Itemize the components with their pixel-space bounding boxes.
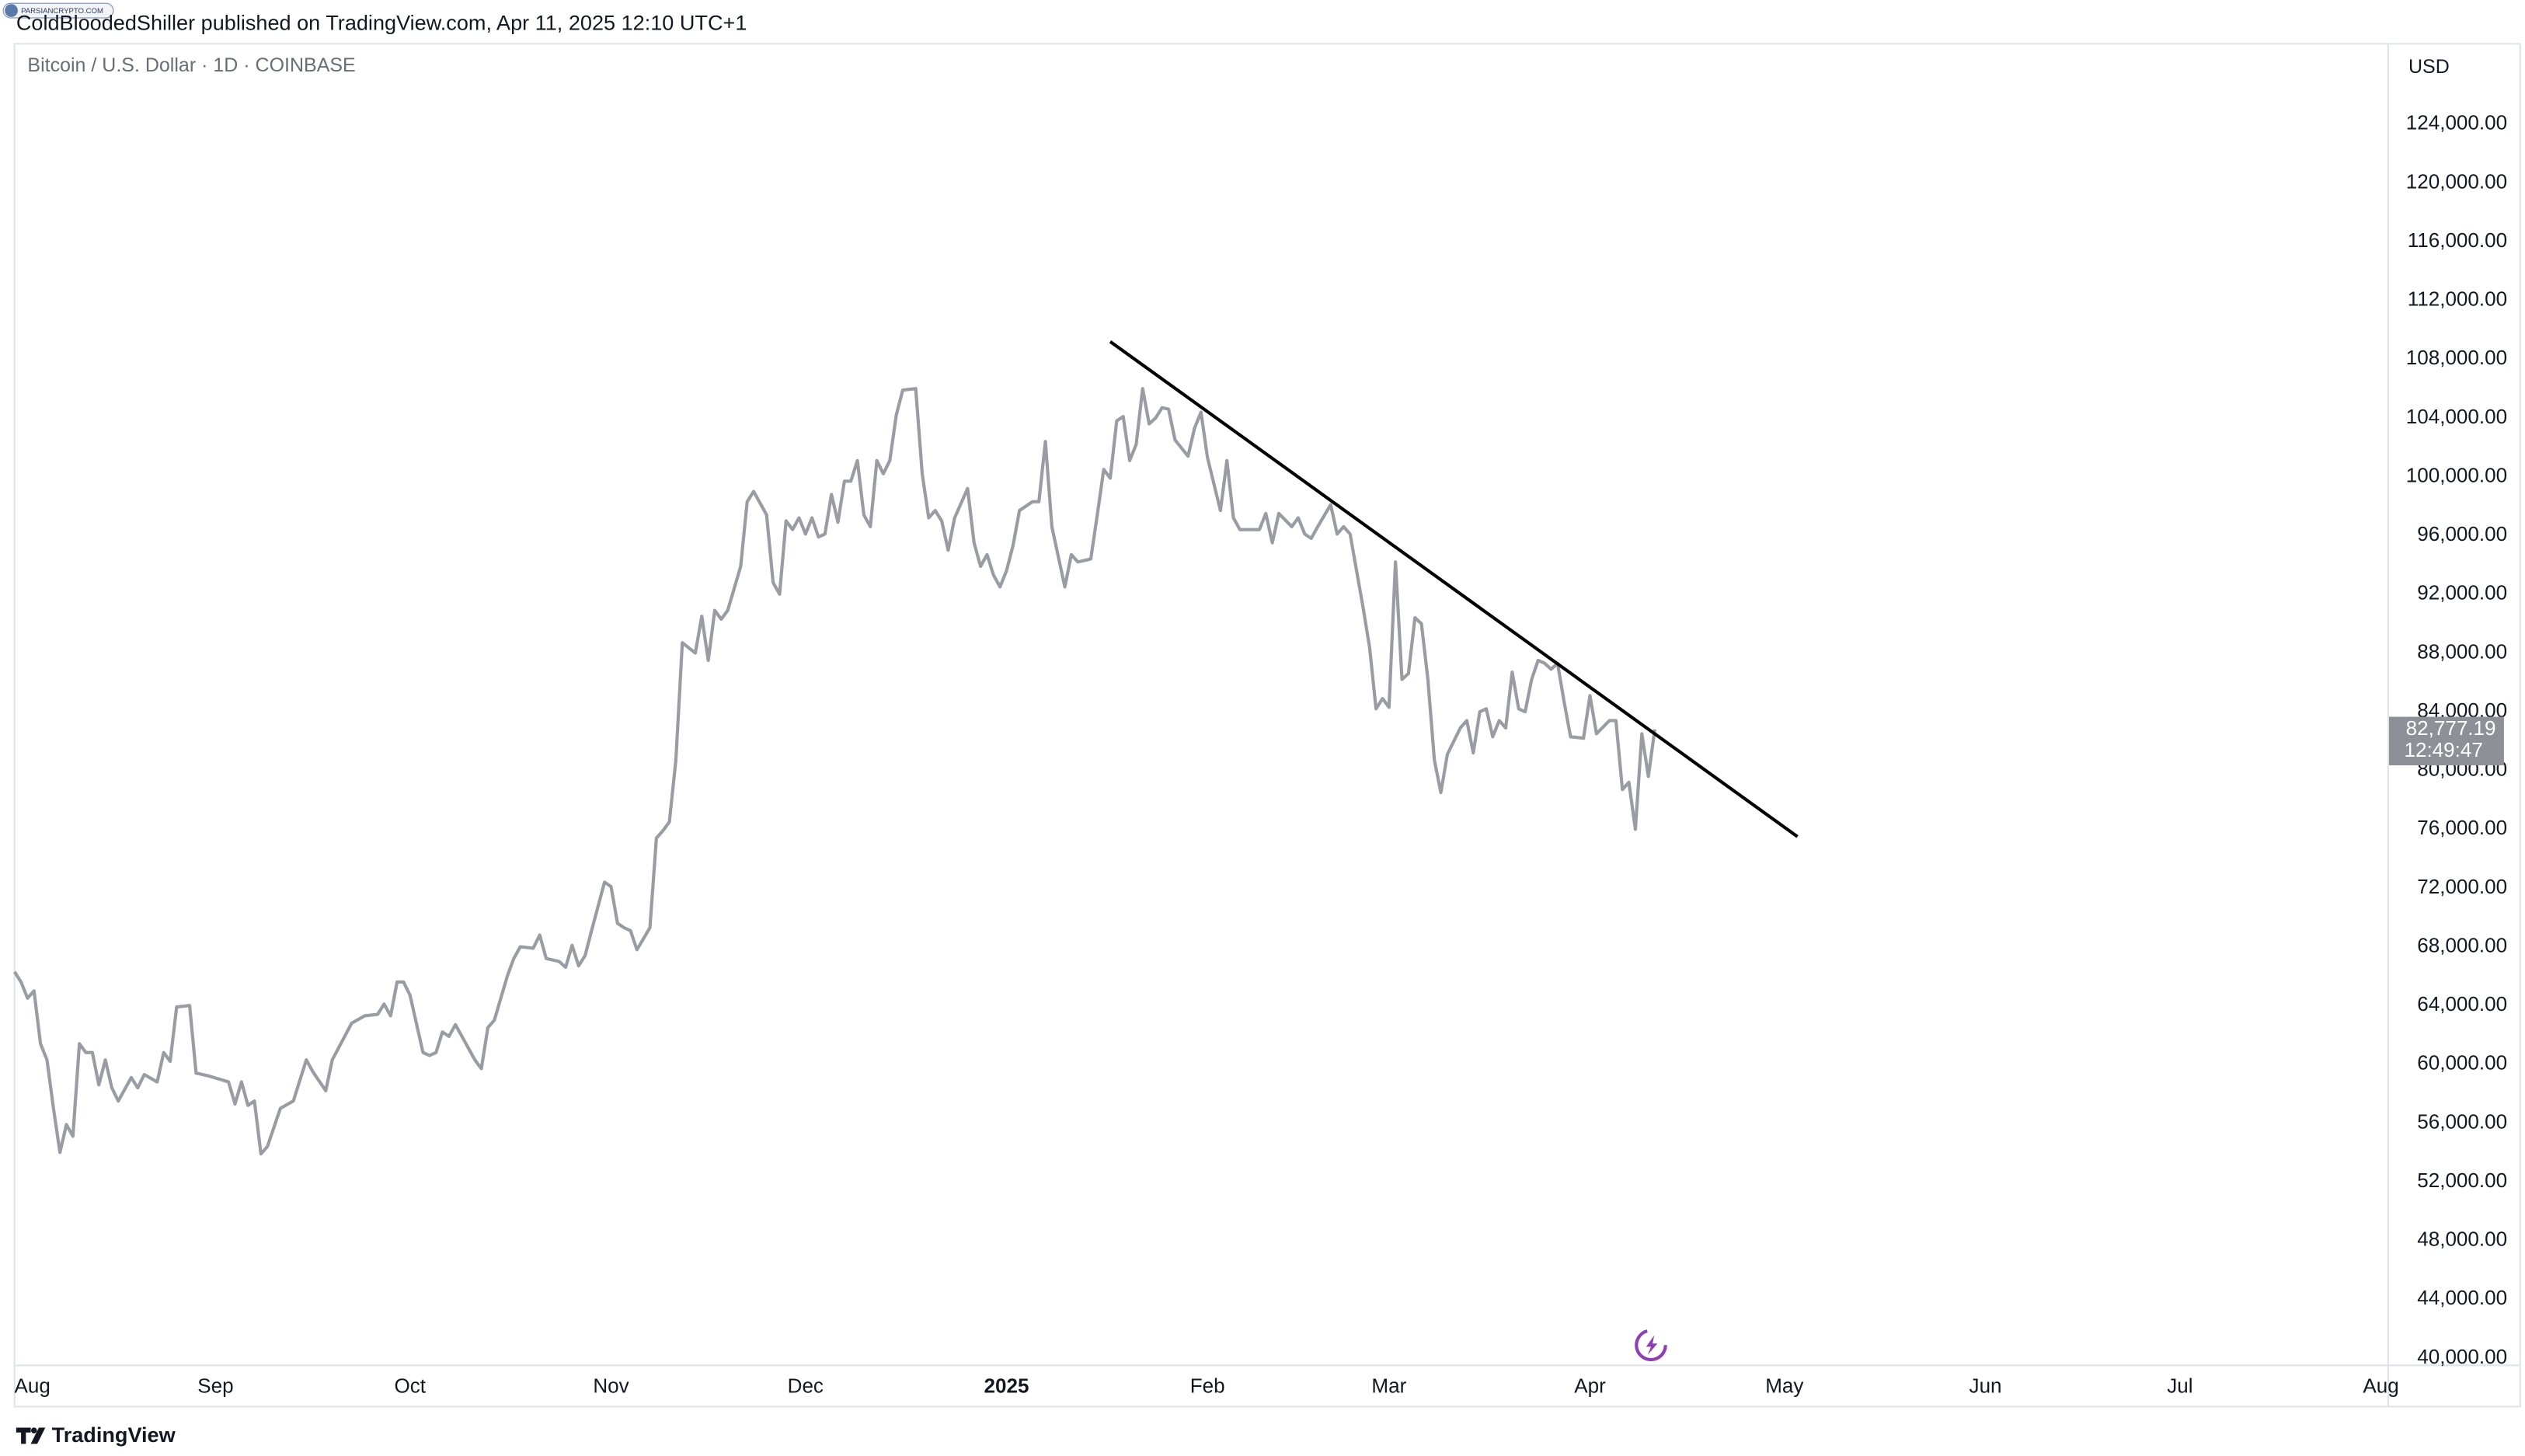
footer-logo [16,1427,46,1444]
y-tick-label: 100,000.00 [2406,463,2507,486]
x-tick-label: Apr [1574,1374,1606,1397]
watermark-badge [2,2,114,19]
x-tick-label: 2025 [984,1374,1029,1397]
y-tick-label: 112,000.00 [2408,287,2507,311]
x-tick-label: Feb [1190,1374,1225,1397]
x-tick-label: Dec [788,1374,824,1397]
last-price-label: 82,777.19 [2406,716,2496,740]
y-tick-label: 116,000.00 [2408,228,2507,252]
chart-frame [13,43,2521,1408]
y-tick-label: 88,000.00 [2417,639,2507,663]
y-tick-label: 68,000.00 [2417,933,2507,956]
y-tick-label: 56,000.00 [2417,1109,2507,1133]
currency-label: USD [2408,56,2450,78]
price-line [12,387,1657,1156]
watermark-text: PARSIANCRYPTO.COM [21,7,103,16]
x-tick-label: Jun [1970,1374,2002,1397]
x-tick-label: Aug [2363,1374,2398,1397]
y-tick-label: 60,000.00 [2417,1051,2507,1075]
y-tick-label: 72,000.00 [2417,875,2507,898]
y-tick-label: 124,000.00 [2406,111,2507,134]
y-tick-label: 104,000.00 [2406,405,2507,428]
x-tick-label: Nov [593,1374,629,1397]
y-tick-label: 96,000.00 [2417,522,2507,545]
x-tick-label: Aug [15,1374,50,1397]
header-text: ColdBloodedShiller published on TradingV… [16,10,747,34]
countdown-label: 12:49:47 [2404,738,2482,761]
y-tick-label: 120,000.00 [2406,169,2507,193]
symbol-title: Bitcoin / U.S. Dollar · 1D · COINBASE [27,54,355,76]
footer-brand: TradingView [52,1423,176,1447]
x-tick-label: May [1765,1374,1803,1397]
y-tick-label: 92,000.00 [2417,581,2507,604]
y-tick-label: 48,000.00 [2417,1228,2507,1251]
y-tick-label: 44,000.00 [2417,1286,2507,1309]
y-tick-label: 64,000.00 [2417,992,2507,1015]
watermark-icon [5,4,18,17]
trendline [1109,340,1799,838]
y-tick-label: 108,000.00 [2406,346,2507,369]
y-tick-label: 76,000.00 [2417,816,2507,839]
x-tick-label: Sep [197,1374,233,1397]
y-tick-label: 40,000.00 [2417,1345,2507,1368]
event-icon [1635,1329,1667,1362]
y-tick-label: 52,000.00 [2417,1169,2507,1192]
x-tick-label: Jul [2167,1374,2192,1397]
plot-area [12,340,1799,1156]
last-price-tag [2389,716,2504,766]
x-tick-label: Mar [1371,1374,1406,1397]
x-tick-label: Oct [395,1374,427,1397]
